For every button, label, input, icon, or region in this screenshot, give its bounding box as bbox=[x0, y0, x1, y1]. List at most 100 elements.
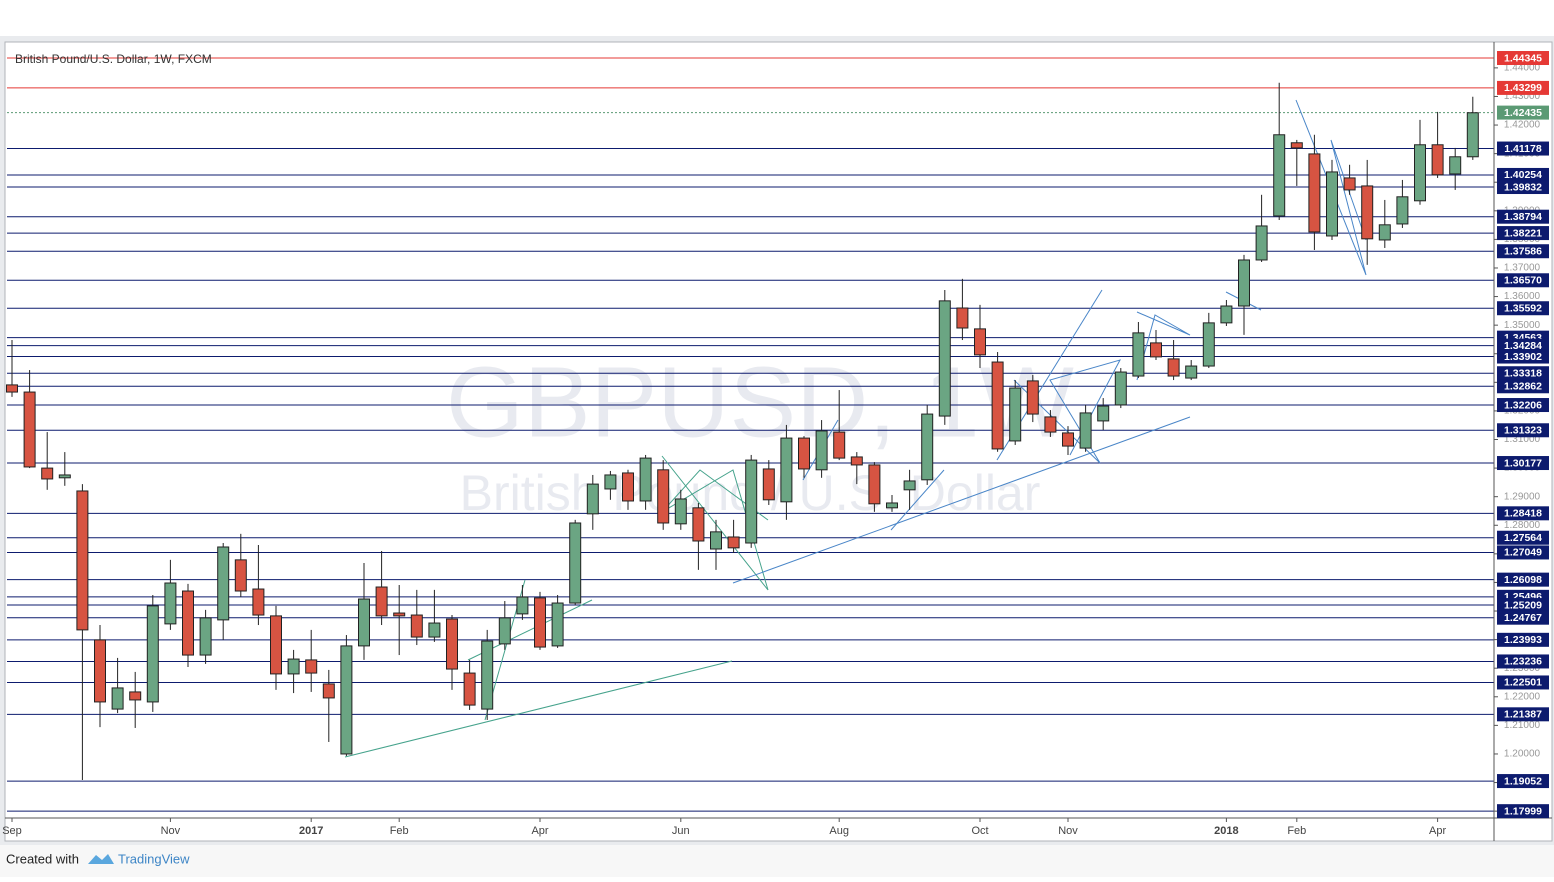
candle-body bbox=[1343, 177, 1356, 191]
x-tick-label: Apr bbox=[1429, 825, 1446, 837]
y-tick-label: 1.21000 bbox=[1504, 720, 1541, 731]
candle-body bbox=[446, 618, 458, 670]
footer-brand[interactable]: TradingView bbox=[118, 851, 190, 866]
y-tick-label: 1.42000 bbox=[1504, 120, 1541, 131]
tradingview-logo bbox=[88, 854, 114, 864]
candle-body bbox=[1255, 225, 1268, 261]
candle-body bbox=[1431, 144, 1444, 176]
candle-body bbox=[1396, 196, 1409, 225]
candle-body bbox=[217, 546, 230, 621]
candle-body bbox=[1273, 134, 1286, 217]
candle-body bbox=[1079, 412, 1092, 449]
candle-body bbox=[674, 498, 687, 525]
candle-body bbox=[1449, 156, 1462, 175]
level-label: 1.44345 bbox=[1504, 52, 1542, 64]
level-label: 1.43299 bbox=[1504, 82, 1542, 94]
level-label-box bbox=[1497, 180, 1549, 195]
level-label: 1.35592 bbox=[1504, 303, 1542, 315]
candle-body bbox=[1062, 432, 1074, 447]
candle-body bbox=[1414, 144, 1426, 202]
candle-body bbox=[1378, 224, 1391, 241]
candle-body bbox=[1202, 322, 1215, 367]
level-label-box bbox=[1497, 804, 1549, 819]
candle-body bbox=[956, 307, 969, 329]
candle-body bbox=[639, 457, 652, 502]
x-tick-label: Sep bbox=[2, 825, 22, 837]
candle-body bbox=[199, 617, 212, 656]
candle-body bbox=[1326, 171, 1338, 237]
level-label: 1.34284 bbox=[1504, 340, 1542, 352]
candle-body bbox=[234, 559, 247, 592]
trendline bbox=[661, 455, 769, 591]
candle-body bbox=[1220, 305, 1233, 324]
candle-body bbox=[498, 617, 511, 645]
level-label-box bbox=[1497, 545, 1549, 560]
level-label-box bbox=[1497, 209, 1549, 224]
level-label: 1.33318 bbox=[1504, 368, 1542, 380]
candle-body bbox=[569, 522, 582, 604]
candle-body bbox=[23, 391, 36, 468]
candle-body bbox=[393, 612, 406, 617]
level-label: 1.38794 bbox=[1504, 211, 1542, 223]
level-label-box bbox=[1497, 506, 1549, 521]
candle-body bbox=[745, 459, 758, 544]
candle-body bbox=[534, 597, 546, 648]
level-label: 1.32206 bbox=[1504, 399, 1542, 411]
candle-body bbox=[657, 469, 670, 524]
candle-body bbox=[710, 531, 722, 550]
candle-body bbox=[586, 483, 599, 515]
x-tick-label: Nov bbox=[1058, 825, 1078, 837]
candle-body bbox=[903, 480, 916, 491]
candle-body bbox=[833, 431, 846, 459]
level-label-box bbox=[1497, 675, 1549, 690]
x-tick-label: Oct bbox=[971, 825, 988, 837]
candle-body bbox=[1132, 332, 1145, 377]
x-tick-label: 2018 bbox=[1214, 825, 1238, 837]
y-tick-label: 1.37000 bbox=[1504, 263, 1541, 274]
candle-body bbox=[762, 468, 775, 501]
level-label: 1.19052 bbox=[1504, 775, 1542, 787]
level-label: 1.37586 bbox=[1504, 246, 1542, 258]
candle-body bbox=[76, 490, 89, 631]
level-label-box bbox=[1497, 338, 1549, 353]
footer-text: Created with bbox=[6, 851, 79, 866]
candle-body bbox=[146, 605, 159, 703]
candle-body bbox=[1185, 365, 1198, 379]
candle-body bbox=[1150, 342, 1162, 358]
level-label-box bbox=[1497, 105, 1549, 120]
candle-body bbox=[94, 639, 106, 703]
level-label-box bbox=[1497, 572, 1549, 587]
y-tick-label: 1.20000 bbox=[1504, 749, 1541, 760]
candle-body bbox=[270, 615, 282, 675]
candle-body bbox=[1308, 153, 1321, 233]
candle-body bbox=[375, 586, 388, 617]
level-label: 1.32862 bbox=[1504, 381, 1542, 393]
candle-body bbox=[428, 622, 441, 638]
candle-body bbox=[1097, 405, 1110, 422]
level-label: 1.26098 bbox=[1504, 574, 1542, 586]
level-label-box bbox=[1497, 301, 1549, 316]
level-label: 1.38221 bbox=[1504, 227, 1542, 239]
level-label: 1.31323 bbox=[1504, 425, 1542, 437]
candle-body bbox=[182, 590, 194, 656]
level-label-box bbox=[1497, 456, 1549, 471]
candle-body bbox=[1290, 142, 1303, 149]
level-label: 1.27049 bbox=[1504, 547, 1542, 559]
candle-body bbox=[850, 456, 863, 466]
candle-body bbox=[622, 472, 634, 502]
candle-body bbox=[868, 464, 881, 505]
level-label: 1.17999 bbox=[1504, 805, 1542, 817]
levels bbox=[7, 57, 1494, 812]
candle-body bbox=[516, 596, 529, 615]
candle-body bbox=[111, 687, 124, 710]
level-label: 1.41178 bbox=[1504, 143, 1542, 155]
candle-body bbox=[921, 413, 934, 481]
level-label-box bbox=[1497, 141, 1549, 156]
level-label-box bbox=[1497, 654, 1549, 669]
x-tick-label: Feb bbox=[390, 825, 409, 837]
level-label-box bbox=[1497, 366, 1549, 381]
candle-body bbox=[1466, 112, 1479, 158]
candle-body bbox=[164, 582, 177, 625]
